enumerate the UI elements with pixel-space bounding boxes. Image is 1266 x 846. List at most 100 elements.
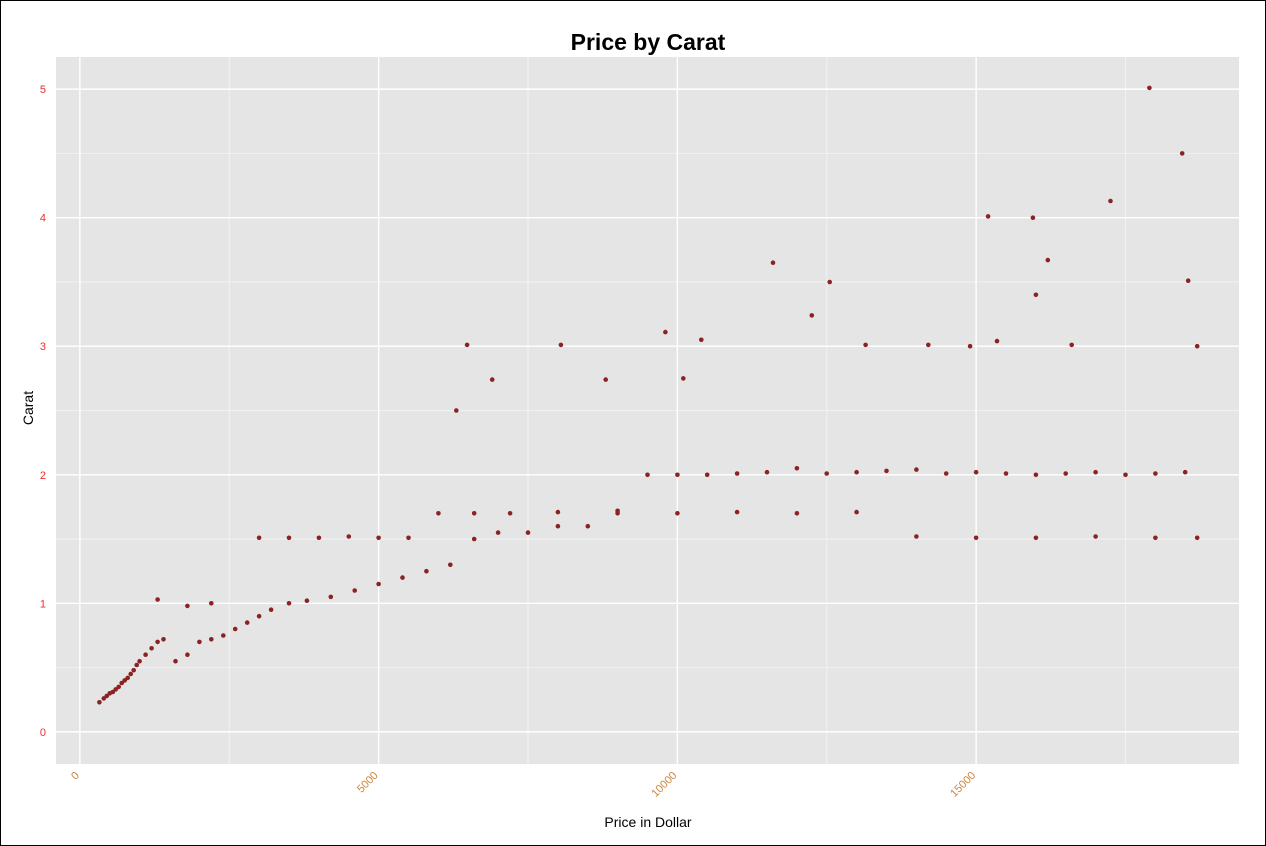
data-point [286, 535, 292, 541]
x-tick-label: 5000 [355, 770, 381, 796]
data-point [734, 471, 740, 476]
data-point [1063, 471, 1068, 476]
x-tick-label: 15000 [948, 770, 978, 800]
data-point [134, 662, 139, 668]
data-point [827, 279, 832, 285]
data-point [316, 535, 322, 541]
data-point [1185, 278, 1191, 284]
data-point [863, 342, 868, 348]
data-point [221, 633, 226, 638]
data-point [346, 534, 352, 539]
data-point [1153, 535, 1158, 541]
data-point [1093, 534, 1098, 539]
data-point [734, 509, 740, 515]
data-point [185, 652, 190, 657]
data-point [914, 467, 919, 472]
x-axis-ticks: 0 5000 10000 15000 [69, 770, 978, 800]
data-point [1033, 535, 1039, 541]
data-point [256, 613, 262, 619]
x-tick-label: 0 [69, 770, 82, 783]
data-point [1003, 471, 1009, 476]
x-tick-label: 10000 [649, 770, 679, 800]
data-point [155, 597, 160, 602]
data-point [675, 511, 680, 516]
data-point [454, 408, 459, 413]
data-point [471, 536, 477, 542]
data-point [824, 471, 829, 476]
data-point [489, 377, 495, 382]
data-point [770, 260, 776, 266]
y-axis-ticks: 0 1 2 3 4 5 [40, 84, 46, 739]
data-point [854, 509, 859, 515]
data-point [675, 472, 680, 478]
data-point [1153, 471, 1158, 476]
data-point [256, 535, 262, 541]
data-point [104, 693, 110, 699]
data-point [1182, 469, 1188, 475]
data-point [967, 343, 973, 349]
data-point [161, 637, 166, 642]
data-point [155, 639, 160, 645]
data-point [699, 337, 704, 343]
data-point [884, 468, 889, 474]
data-point [232, 626, 238, 632]
data-point [603, 377, 608, 382]
data-point [352, 588, 358, 593]
y-tick-label: 1 [40, 598, 46, 610]
y-tick-label: 5 [40, 84, 46, 96]
x-axis-label: Price in Dollar [604, 814, 691, 830]
data-point [507, 511, 513, 516]
data-point [137, 658, 142, 664]
data-point [185, 603, 190, 609]
data-point [1108, 198, 1113, 204]
data-point [555, 523, 561, 529]
chart-title: Price by Carat [571, 29, 726, 55]
data-point [681, 376, 686, 381]
y-tick-label: 4 [40, 213, 46, 225]
data-point [376, 581, 381, 587]
data-point [764, 469, 770, 475]
data-point [973, 469, 979, 475]
y-tick-label: 2 [40, 470, 46, 482]
minor-gridlines [56, 57, 1239, 764]
data-point [97, 700, 102, 705]
data-point [286, 601, 292, 606]
data-point [704, 472, 710, 478]
data-point [555, 509, 561, 515]
data-point [1123, 472, 1128, 478]
y-tick-label: 0 [40, 727, 46, 739]
data-point [209, 601, 214, 606]
data-point [1033, 472, 1039, 478]
data-point [1093, 469, 1098, 475]
data-point [794, 511, 800, 516]
data-point [464, 342, 470, 348]
data-point [400, 575, 405, 580]
data-point [131, 667, 136, 673]
data-point [244, 620, 250, 625]
data-point [1194, 343, 1200, 349]
data-point [985, 214, 991, 219]
data-point [663, 329, 668, 335]
data-point [197, 639, 202, 645]
data-point [268, 607, 274, 612]
data-point [471, 511, 477, 516]
data-point [116, 684, 121, 690]
data-point [645, 472, 650, 478]
data-point [1033, 292, 1039, 298]
data-point [1045, 257, 1051, 263]
data-point [173, 658, 178, 664]
data-point [448, 562, 453, 568]
data-point [328, 594, 334, 600]
data-point [1147, 85, 1152, 91]
data-point [143, 652, 148, 657]
data-point [125, 675, 130, 681]
data-point [1194, 535, 1200, 541]
data-point [119, 680, 124, 686]
data-point [525, 530, 531, 535]
data-point [149, 646, 154, 651]
data-point [854, 469, 859, 475]
data-point [794, 466, 800, 471]
data-point [914, 534, 919, 539]
data-point [558, 342, 564, 348]
